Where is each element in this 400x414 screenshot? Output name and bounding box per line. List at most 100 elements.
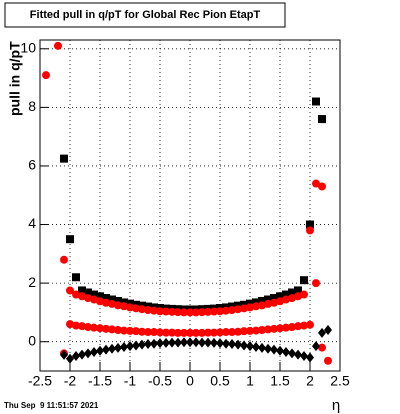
data-point <box>246 326 254 335</box>
data-point <box>234 305 242 314</box>
data-point <box>300 290 308 299</box>
x-tick-label: -0.5 <box>148 373 172 389</box>
x-tick-label: 2 <box>306 373 314 389</box>
data-point <box>126 326 134 335</box>
data-point <box>318 115 326 124</box>
data-point <box>150 328 158 337</box>
data-point <box>294 349 302 360</box>
data-point <box>228 328 236 337</box>
x-tick-label: 0.5 <box>210 373 230 389</box>
data-point <box>144 306 152 315</box>
data-point <box>78 349 86 360</box>
data-point <box>174 308 182 317</box>
data-point <box>282 295 290 304</box>
data-point <box>72 351 80 362</box>
data-point <box>192 337 200 348</box>
data-point <box>78 292 86 301</box>
data-point <box>324 356 332 365</box>
data-point <box>198 308 206 317</box>
data-point <box>180 337 188 348</box>
data-point <box>66 320 74 329</box>
timestamp: Thu Sep 9 11:51:57 2021 <box>4 401 99 410</box>
data-point <box>204 328 212 337</box>
data-point <box>258 325 266 334</box>
data-point <box>234 327 242 336</box>
data-point <box>318 343 326 352</box>
data-point <box>276 324 284 333</box>
data-point <box>252 326 260 335</box>
chart-title: Fitted pull in q/pT for Global Rec Pion … <box>30 9 261 21</box>
data-point <box>90 323 98 332</box>
data-point <box>114 296 122 305</box>
data-point <box>96 324 104 333</box>
data-point <box>240 340 248 351</box>
data-point <box>180 328 188 337</box>
data-point <box>162 337 170 348</box>
data-point <box>108 325 116 334</box>
data-point <box>138 327 146 336</box>
data-point <box>156 328 164 337</box>
data-point <box>204 337 212 348</box>
data-point <box>102 298 110 307</box>
y-tick-label: 4 <box>28 215 36 231</box>
data-point <box>246 341 254 352</box>
data-point <box>150 338 158 349</box>
data-point <box>114 301 122 310</box>
data-point <box>264 325 272 334</box>
data-point <box>150 306 158 315</box>
x-tick-label: -2 <box>64 373 77 389</box>
data-point <box>42 71 50 80</box>
data-point <box>114 342 122 353</box>
data-point <box>90 290 98 299</box>
data-point <box>66 286 74 295</box>
data-point <box>84 288 92 297</box>
data-point <box>138 305 146 314</box>
data-point <box>78 322 86 331</box>
data-point <box>252 302 260 311</box>
data-point <box>126 303 134 312</box>
data-point <box>186 308 194 317</box>
plot-frame <box>39 39 341 372</box>
x-tick-label: -1.5 <box>88 373 112 389</box>
data-point <box>306 226 314 235</box>
data-point <box>240 304 248 313</box>
data-point <box>306 220 314 229</box>
y-tick-label: 0 <box>28 332 36 348</box>
data-point <box>252 341 260 352</box>
data-point <box>216 307 224 316</box>
data-point <box>72 290 80 299</box>
data-point <box>312 179 320 188</box>
data-point <box>66 235 74 244</box>
data-point <box>198 337 206 348</box>
data-point <box>294 286 302 295</box>
data-point <box>264 299 272 308</box>
data-point <box>276 297 284 306</box>
data-point <box>132 327 140 336</box>
data-point <box>84 323 92 332</box>
data-point <box>228 306 236 315</box>
data-point <box>228 339 236 350</box>
data-point <box>96 345 104 356</box>
data-point <box>312 279 320 288</box>
data-point <box>108 343 116 354</box>
data-point <box>318 327 326 338</box>
data-point <box>168 337 176 348</box>
x-tick-label: 1 <box>246 373 254 389</box>
data-point <box>210 328 218 337</box>
data-point <box>210 337 218 348</box>
data-point <box>288 323 296 332</box>
data-point <box>132 304 140 313</box>
data-point <box>222 328 230 337</box>
data-point <box>156 338 164 349</box>
data-point <box>96 297 104 306</box>
x-tick-label: 2.5 <box>330 373 350 389</box>
data-point <box>258 296 266 305</box>
data-point <box>102 324 110 333</box>
data-point <box>222 338 230 349</box>
data-point <box>72 321 80 330</box>
data-point <box>60 255 68 264</box>
data-point <box>144 339 152 350</box>
data-point <box>60 349 68 360</box>
y-tick-label: 6 <box>28 157 36 173</box>
